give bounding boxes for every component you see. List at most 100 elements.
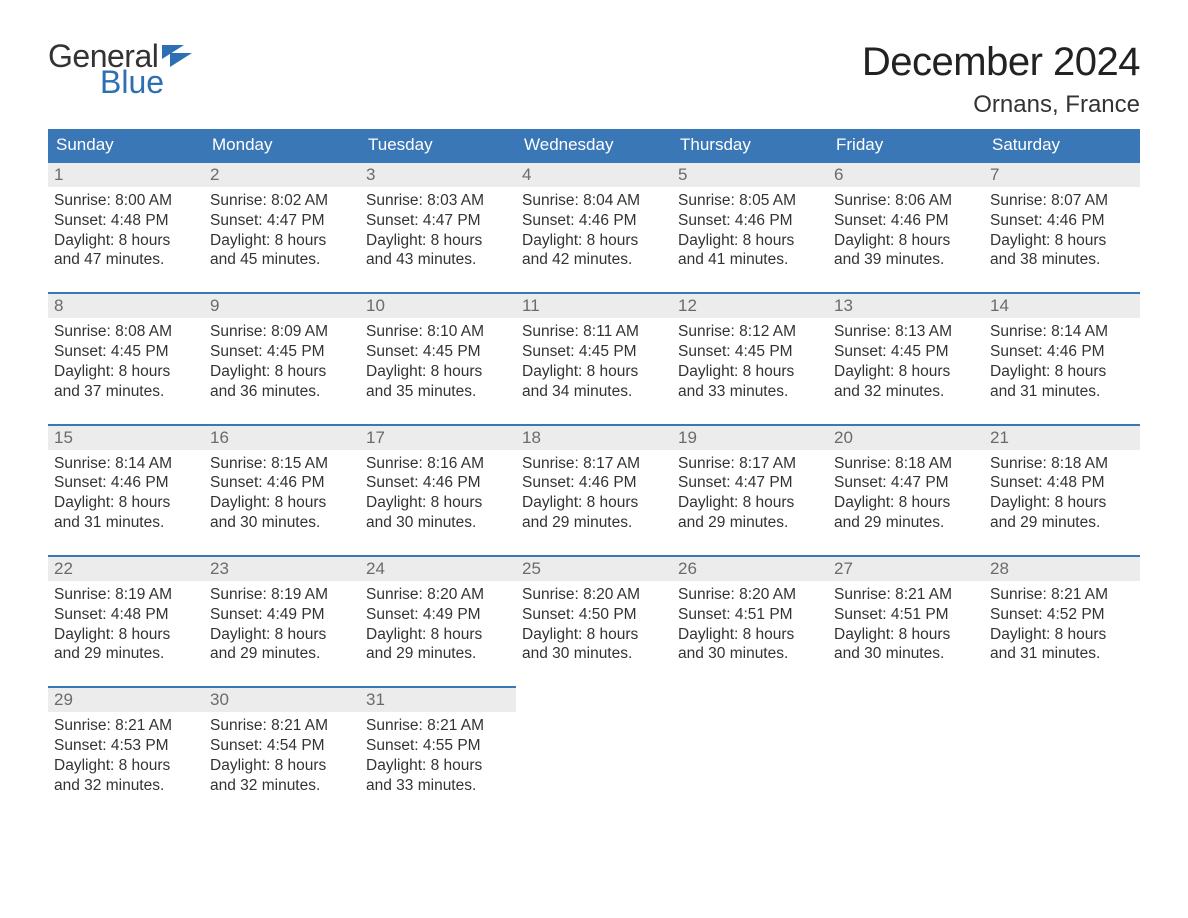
daylight-line-2: and 32 minutes. bbox=[54, 776, 198, 796]
sunset-line: Sunset: 4:48 PM bbox=[54, 605, 198, 625]
day-number-bar: 28 bbox=[984, 555, 1140, 581]
daylight-line-2: and 30 minutes. bbox=[366, 513, 510, 533]
day-cell: 30Sunrise: 8:21 AMSunset: 4:54 PMDayligh… bbox=[204, 686, 360, 795]
sunset-line: Sunset: 4:45 PM bbox=[366, 342, 510, 362]
sunrise-line: Sunrise: 8:09 AM bbox=[210, 322, 354, 342]
daylight-line-2: and 31 minutes. bbox=[990, 644, 1134, 664]
day-number-bar: 14 bbox=[984, 292, 1140, 318]
day-number: 31 bbox=[366, 690, 385, 709]
day-cell: 4 Sunrise: 8:04 AMSunset: 4:46 PMDaylight… bbox=[516, 161, 672, 270]
sunrise-line: Sunrise: 8:20 AM bbox=[678, 585, 822, 605]
day-body: Sunrise: 8:08 AMSunset: 4:45 PMDaylight:… bbox=[48, 318, 204, 401]
day-number: 13 bbox=[834, 296, 853, 315]
daylight-line-2: and 45 minutes. bbox=[210, 250, 354, 270]
daylight-line-2: and 29 minutes. bbox=[834, 513, 978, 533]
day-number: 11 bbox=[522, 296, 540, 315]
sunrise-line: Sunrise: 8:14 AM bbox=[990, 322, 1134, 342]
sunset-line: Sunset: 4:47 PM bbox=[210, 211, 354, 231]
day-cell: 29Sunrise: 8:21 AMSunset: 4:53 PMDayligh… bbox=[48, 686, 204, 795]
day-number-bar: 16 bbox=[204, 424, 360, 450]
calendar-week: 22Sunrise: 8:19 AMSunset: 4:48 PMDayligh… bbox=[48, 555, 1140, 664]
day-cell: 26 Sunrise: 8:20 AMSunset: 4:51 PMDayligh… bbox=[672, 555, 828, 664]
day-number-bar: 22 bbox=[48, 555, 204, 581]
sunset-line: Sunset: 4:46 PM bbox=[210, 473, 354, 493]
daylight-line-2: and 30 minutes. bbox=[834, 644, 978, 664]
day-body: Sunrise: 8:14 AMSunset: 4:46 PMDaylight:… bbox=[984, 318, 1140, 401]
daylight-line-2: and 29 minutes. bbox=[54, 644, 198, 664]
day-body: Sunrise: 8:07 AMSunset: 4:46 PMDaylight:… bbox=[984, 187, 1140, 270]
daylight-line-1: Daylight: 8 hours bbox=[522, 493, 666, 513]
day-cell: 1Sunrise: 8:00 AMSunset: 4:48 PMDaylight… bbox=[48, 161, 204, 270]
daylight-line-1: Daylight: 8 hours bbox=[366, 231, 510, 251]
sunset-line: Sunset: 4:47 PM bbox=[678, 473, 822, 493]
day-number-bar: 27 bbox=[828, 555, 984, 581]
daylight-line-1: Daylight: 8 hours bbox=[522, 362, 666, 382]
daylight-line-1: Daylight: 8 hours bbox=[990, 362, 1134, 382]
day-cell: 21Sunrise: 8:18 AMSunset: 4:48 PMDayligh… bbox=[984, 424, 1140, 533]
weekday-header: Friday bbox=[828, 129, 984, 161]
sunrise-line: Sunrise: 8:20 AM bbox=[522, 585, 666, 605]
day-body: Sunrise: 8:18 AMSunset: 4:47 PMDaylight:… bbox=[828, 450, 984, 533]
day-body: Sunrise: 8:20 AMSunset: 4:51 PMDaylight:… bbox=[672, 581, 828, 664]
daylight-line-1: Daylight: 8 hours bbox=[210, 625, 354, 645]
daylight-line-2: and 33 minutes. bbox=[366, 776, 510, 796]
day-cell: 9 Sunrise: 8:09 AMSunset: 4:45 PMDaylight… bbox=[204, 292, 360, 401]
daylight-line-1: Daylight: 8 hours bbox=[210, 362, 354, 382]
day-number: 9 bbox=[210, 296, 219, 315]
day-cell: 3 Sunrise: 8:03 AMSunset: 4:47 PMDaylight… bbox=[360, 161, 516, 270]
day-number-bar: 30 bbox=[204, 686, 360, 712]
day-number: 1 bbox=[54, 165, 63, 184]
day-number-bar: 25 bbox=[516, 555, 672, 581]
sunrise-line: Sunrise: 8:05 AM bbox=[678, 191, 822, 211]
sunrise-line: Sunrise: 8:07 AM bbox=[990, 191, 1134, 211]
day-number: 7 bbox=[990, 165, 999, 184]
sunset-line: Sunset: 4:46 PM bbox=[678, 211, 822, 231]
daylight-line-1: Daylight: 8 hours bbox=[366, 625, 510, 645]
day-number: 2 bbox=[210, 165, 219, 184]
day-number: 4 bbox=[522, 165, 531, 184]
day-number: 28 bbox=[990, 559, 1009, 578]
sunrise-line: Sunrise: 8:02 AM bbox=[210, 191, 354, 211]
day-body: Sunrise: 8:12 AMSunset: 4:45 PMDaylight:… bbox=[672, 318, 828, 401]
daylight-line-1: Daylight: 8 hours bbox=[210, 231, 354, 251]
day-body: Sunrise: 8:20 AMSunset: 4:50 PMDaylight:… bbox=[516, 581, 672, 664]
empty-day-cell bbox=[672, 686, 828, 795]
daylight-line-2: and 43 minutes. bbox=[366, 250, 510, 270]
day-body: Sunrise: 8:03 AMSunset: 4:47 PMDaylight:… bbox=[360, 187, 516, 270]
daylight-line-2: and 29 minutes. bbox=[210, 644, 354, 664]
weekday-header: Wednesday bbox=[516, 129, 672, 161]
day-body: Sunrise: 8:17 AMSunset: 4:46 PMDaylight:… bbox=[516, 450, 672, 533]
day-number-bar: 19 bbox=[672, 424, 828, 450]
day-cell: 18Sunrise: 8:17 AMSunset: 4:46 PMDayligh… bbox=[516, 424, 672, 533]
day-number: 26 bbox=[678, 559, 697, 578]
day-body: Sunrise: 8:18 AMSunset: 4:48 PMDaylight:… bbox=[984, 450, 1140, 533]
day-body: Sunrise: 8:21 AMSunset: 4:52 PMDaylight:… bbox=[984, 581, 1140, 664]
day-body: Sunrise: 8:06 AMSunset: 4:46 PMDaylight:… bbox=[828, 187, 984, 270]
logo-word-blue: Blue bbox=[100, 66, 192, 98]
daylight-line-1: Daylight: 8 hours bbox=[522, 625, 666, 645]
sunset-line: Sunset: 4:50 PM bbox=[522, 605, 666, 625]
calendar-week: 15Sunrise: 8:14 AMSunset: 4:46 PMDayligh… bbox=[48, 424, 1140, 533]
day-number: 15 bbox=[54, 428, 73, 447]
sunrise-line: Sunrise: 8:06 AM bbox=[834, 191, 978, 211]
sunset-line: Sunset: 4:46 PM bbox=[366, 473, 510, 493]
day-number: 22 bbox=[54, 559, 73, 578]
sunrise-line: Sunrise: 8:15 AM bbox=[210, 454, 354, 474]
day-cell: 20Sunrise: 8:18 AMSunset: 4:47 PMDayligh… bbox=[828, 424, 984, 533]
daylight-line-2: and 30 minutes. bbox=[210, 513, 354, 533]
header: General Blue December 2024 Ornans, Franc… bbox=[48, 40, 1140, 119]
sunset-line: Sunset: 4:45 PM bbox=[210, 342, 354, 362]
sunrise-line: Sunrise: 8:17 AM bbox=[522, 454, 666, 474]
sunset-line: Sunset: 4:48 PM bbox=[54, 211, 198, 231]
weekday-header: Monday bbox=[204, 129, 360, 161]
day-number: 27 bbox=[834, 559, 853, 578]
day-body: Sunrise: 8:13 AMSunset: 4:45 PMDaylight:… bbox=[828, 318, 984, 401]
day-number: 3 bbox=[366, 165, 375, 184]
day-body: Sunrise: 8:15 AMSunset: 4:46 PMDaylight:… bbox=[204, 450, 360, 533]
calendar-week: 29Sunrise: 8:21 AMSunset: 4:53 PMDayligh… bbox=[48, 686, 1140, 795]
sunrise-line: Sunrise: 8:21 AM bbox=[54, 716, 198, 736]
daylight-line-2: and 35 minutes. bbox=[366, 382, 510, 402]
day-cell: 11Sunrise: 8:11 AMSunset: 4:45 PMDayligh… bbox=[516, 292, 672, 401]
day-number-bar: 7 bbox=[984, 161, 1140, 187]
day-body: Sunrise: 8:04 AMSunset: 4:46 PMDaylight:… bbox=[516, 187, 672, 270]
